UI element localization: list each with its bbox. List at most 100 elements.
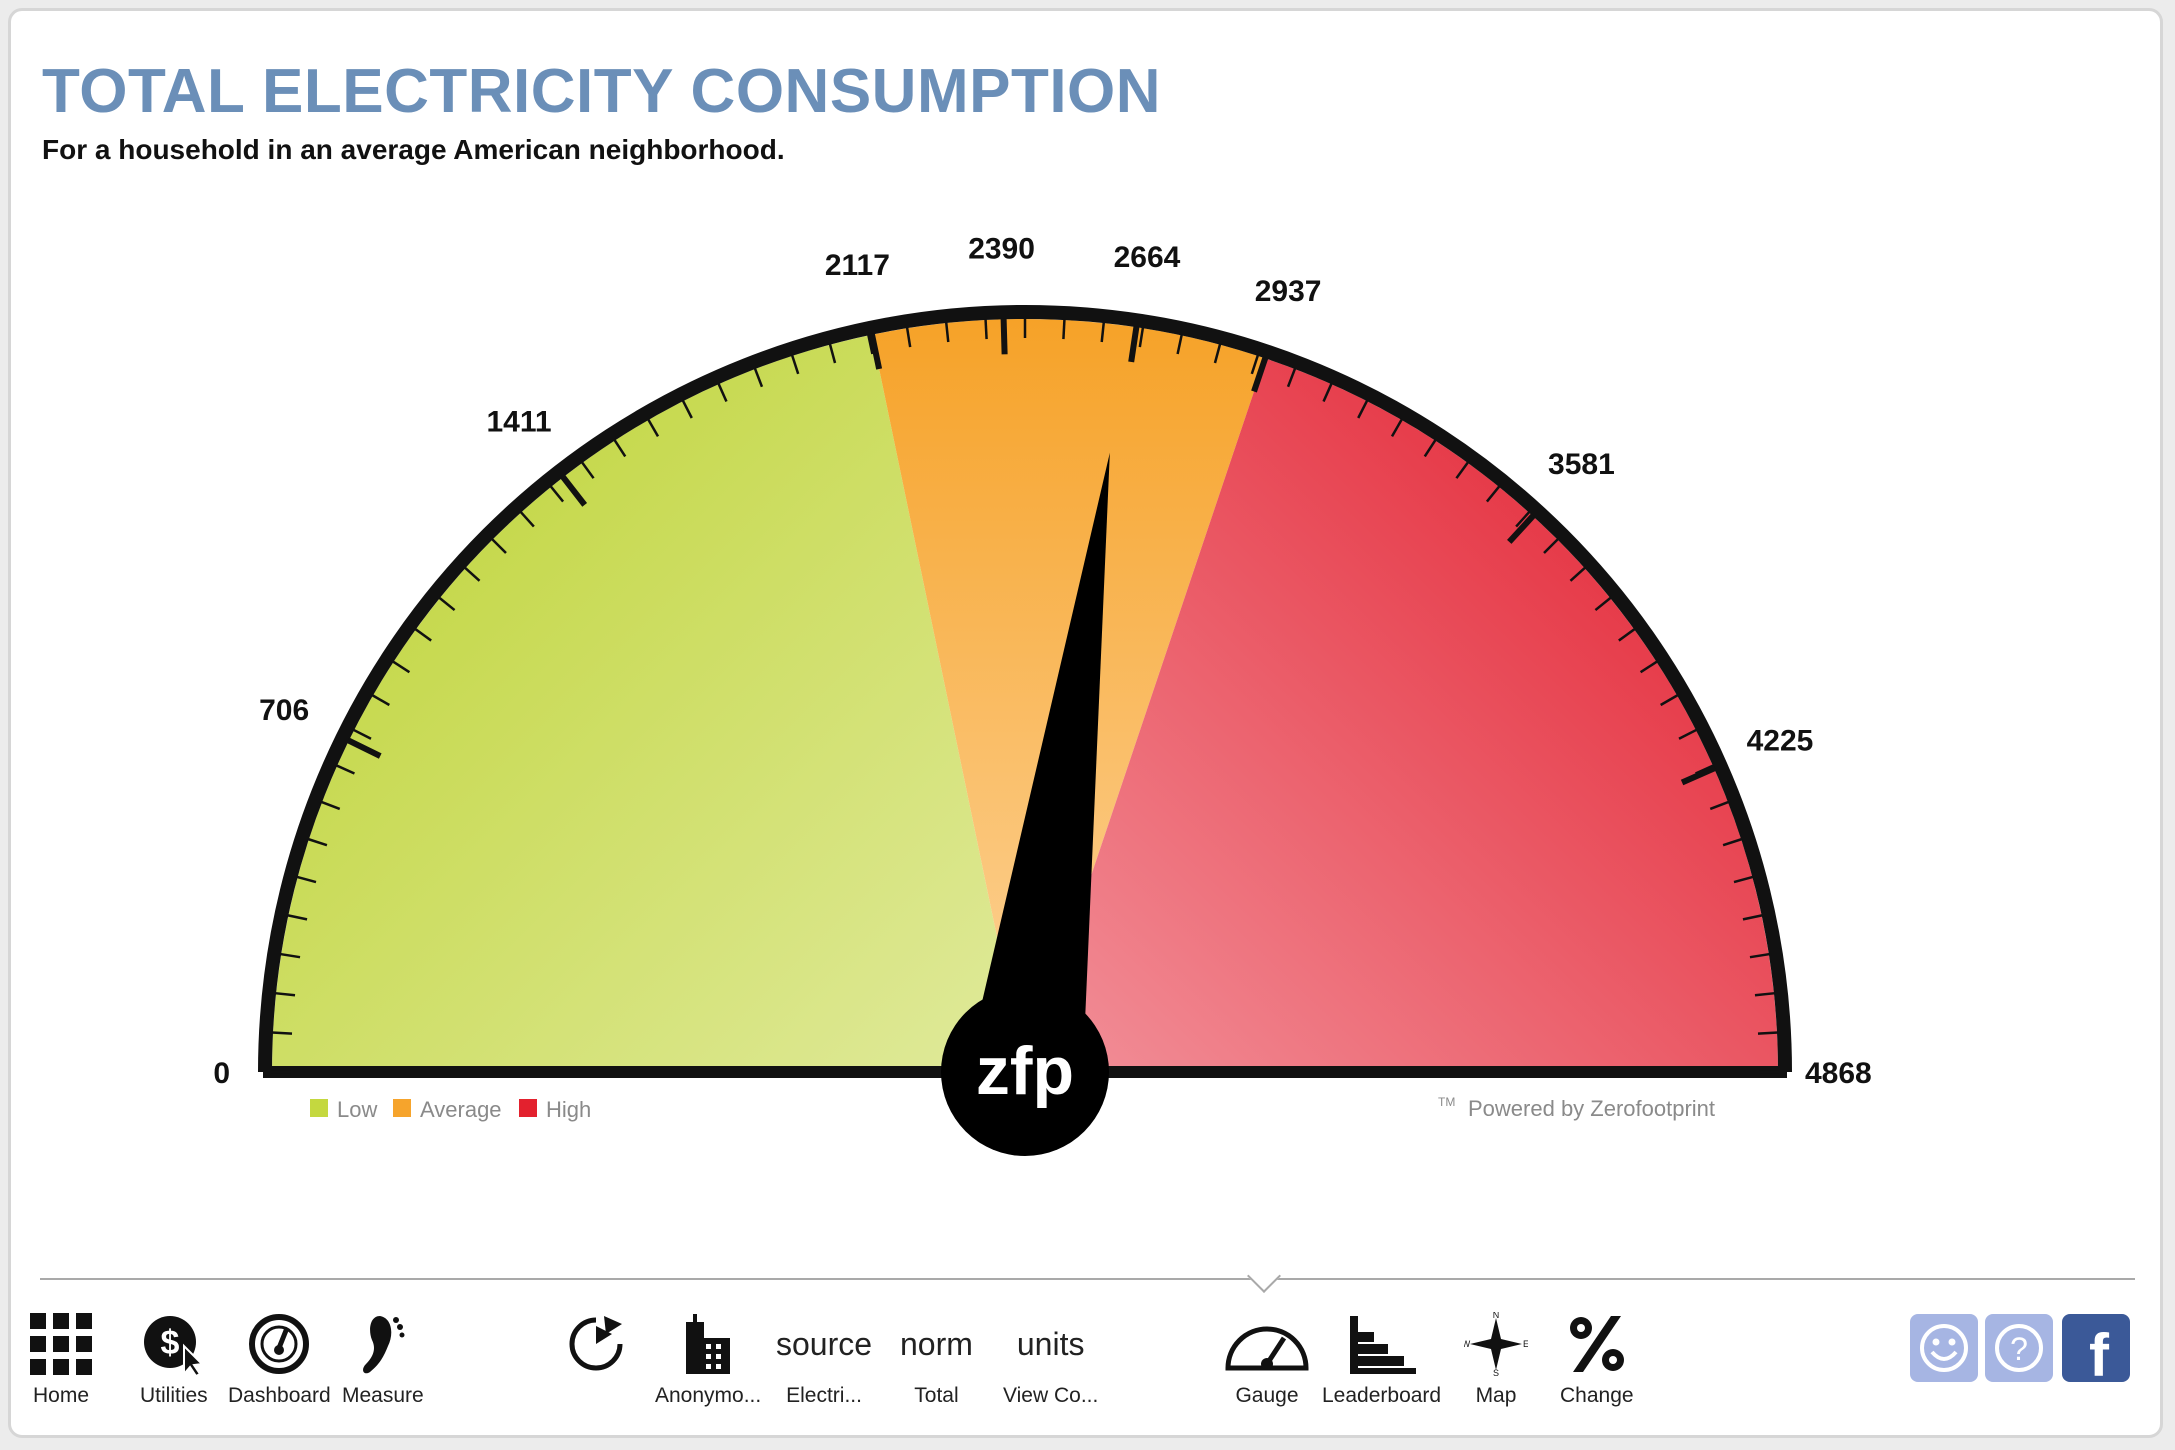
legend-swatch-average bbox=[393, 1099, 411, 1117]
gauge-tick-label: 4868 bbox=[1805, 1057, 1872, 1090]
units-label: View Co... bbox=[1003, 1384, 1099, 1407]
gauge-minor-tick bbox=[1357, 399, 1369, 419]
toolbar-divider bbox=[40, 1278, 2135, 1280]
gauge-tab[interactable]: Gauge bbox=[1222, 1308, 1312, 1408]
gauge-label: Gauge bbox=[1235, 1384, 1299, 1407]
legend-label-high: High bbox=[546, 1097, 591, 1122]
gauge-minor-tick bbox=[1757, 1031, 1779, 1035]
gauge-minor-tick bbox=[1594, 596, 1612, 612]
gauge-minor-tick bbox=[414, 627, 432, 642]
dollar-cursor-icon: $ bbox=[142, 1308, 206, 1380]
utilities-label: Utilities bbox=[140, 1384, 208, 1407]
help-button[interactable]: ? bbox=[1985, 1314, 2053, 1382]
measure-button[interactable]: Measure bbox=[342, 1308, 424, 1408]
anonymous-label: Anonymo... bbox=[655, 1384, 762, 1407]
dashboard-button[interactable]: Dashboard bbox=[228, 1308, 331, 1408]
gauge-zone-high bbox=[1025, 358, 1778, 1072]
gauge-minor-tick bbox=[944, 321, 950, 343]
smiley-icon bbox=[1920, 1324, 1968, 1372]
gauge-minor-tick bbox=[905, 327, 912, 348]
gauge-minor-tick bbox=[1250, 354, 1260, 375]
svg-text:?: ? bbox=[2010, 1331, 2028, 1367]
gauge-minor-tick bbox=[867, 334, 874, 355]
gauge-rim bbox=[258, 305, 1792, 1073]
gauge-minor-tick bbox=[1286, 367, 1297, 388]
gauge-tick-label: 4225 bbox=[1747, 724, 1814, 757]
gauge-minor-tick bbox=[1660, 693, 1679, 707]
gauge-zone-low bbox=[272, 334, 1025, 1073]
gauge-minor-tick bbox=[1322, 382, 1333, 402]
gauge-tick-label: 2390 bbox=[968, 232, 1035, 265]
gauge-minor-tick bbox=[1678, 728, 1698, 740]
gauge-minor-tick bbox=[519, 510, 535, 528]
footprint-icon bbox=[358, 1308, 408, 1380]
gauge-minor-tick bbox=[490, 537, 507, 554]
gauge-minor-tick bbox=[391, 660, 411, 674]
facebook-button[interactable]: f bbox=[2062, 1314, 2130, 1389]
grid-icon bbox=[30, 1308, 92, 1380]
leaderboard-tab[interactable]: Leaderboard bbox=[1322, 1308, 1441, 1408]
gauge-hub bbox=[941, 988, 1109, 1156]
home-button[interactable]: Home bbox=[30, 1308, 92, 1408]
norm-button[interactable]: norm Total bbox=[900, 1308, 973, 1408]
chart-type-button[interactable] bbox=[564, 1308, 628, 1380]
legend-label-average: Average bbox=[420, 1097, 502, 1122]
gauge-minor-tick bbox=[320, 800, 341, 811]
gauge-needle bbox=[967, 452, 1110, 1080]
gauge-minor-tick bbox=[828, 343, 837, 364]
home-label: Home bbox=[32, 1384, 90, 1407]
units-word: units bbox=[1016, 1325, 1085, 1362]
gauge-minor-tick bbox=[274, 991, 296, 997]
svg-text:W: W bbox=[1464, 1339, 1471, 1349]
gauge-tick-label: 0 bbox=[213, 1057, 230, 1090]
gauge-tick-label: 1411 bbox=[487, 405, 552, 438]
gauge-tick-label: 2937 bbox=[1255, 275, 1322, 308]
gauge-minor-tick bbox=[287, 914, 308, 921]
pie-refresh-icon bbox=[564, 1308, 628, 1380]
change-label: Change bbox=[1560, 1384, 1634, 1407]
gauge-minor-tick bbox=[1515, 510, 1531, 528]
facebook-icon: f bbox=[2089, 1321, 2109, 1389]
map-tab[interactable]: N E W S Map bbox=[1464, 1308, 1528, 1408]
gauge-major-tick bbox=[868, 333, 883, 370]
gauge-minor-tick bbox=[717, 382, 728, 402]
gauge-minor-tick bbox=[1176, 334, 1183, 355]
gauge-major-tick bbox=[1251, 356, 1269, 393]
source-word: source bbox=[776, 1325, 873, 1362]
gauge-tick-label: 3581 bbox=[1548, 448, 1615, 481]
powered-by-link[interactable]: Powered by Zerofootprint bbox=[1468, 1096, 1715, 1121]
map-label: Map bbox=[1475, 1384, 1517, 1407]
gauge-major-tick bbox=[1507, 513, 1536, 544]
gauge-major-tick bbox=[346, 737, 382, 759]
question-icon: ? bbox=[1995, 1324, 2043, 1372]
source-button[interactable]: source Electri... bbox=[776, 1308, 872, 1408]
gauge-minor-tick bbox=[1138, 327, 1145, 348]
anonymous-button[interactable]: Anonymo... bbox=[655, 1308, 761, 1408]
gauge-minor-tick bbox=[753, 367, 764, 388]
gauge-minor-tick bbox=[1754, 991, 1776, 997]
gauge-major-tick bbox=[1680, 765, 1717, 786]
gauge-minor-tick bbox=[1749, 952, 1770, 959]
svg-text:$: $ bbox=[160, 1324, 179, 1362]
gauge-minor-tick bbox=[549, 485, 565, 503]
gauge-minor-tick bbox=[1639, 660, 1659, 674]
units-button[interactable]: units View Co... bbox=[1003, 1308, 1098, 1408]
gauge-minor-tick bbox=[984, 318, 988, 340]
legend-swatch-low bbox=[310, 1099, 328, 1117]
page-title: TOTAL ELECTRICITY CONSUMPTION bbox=[42, 57, 1162, 126]
page-subtitle: For a household in an average American n… bbox=[42, 134, 785, 165]
gauge-major-tick bbox=[1000, 318, 1008, 355]
gauge-minor-tick bbox=[681, 399, 693, 419]
change-tab[interactable]: Change bbox=[1560, 1308, 1634, 1408]
feedback-button[interactable] bbox=[1910, 1314, 1978, 1382]
gauge-tick-label: 706 bbox=[259, 694, 309, 727]
gauge-minor-tick bbox=[296, 875, 317, 884]
utilities-button[interactable]: $ Utilities bbox=[140, 1308, 208, 1408]
compass-icon: N E W S bbox=[1464, 1308, 1528, 1380]
gauge-minor-tick bbox=[580, 461, 595, 479]
gauge-minor-tick bbox=[463, 566, 481, 582]
gauge-tick-label: 2117 bbox=[825, 249, 890, 282]
gauge-minor-tick bbox=[271, 1031, 293, 1035]
gauge-icon bbox=[1222, 1308, 1312, 1380]
gauge-minor-tick bbox=[307, 837, 328, 847]
